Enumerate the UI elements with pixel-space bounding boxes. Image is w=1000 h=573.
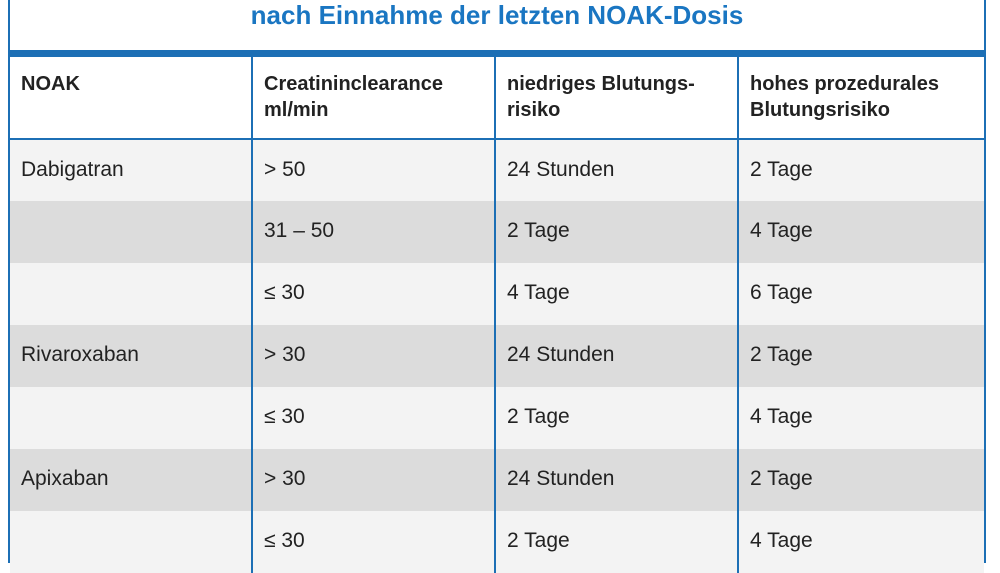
- table-row: Rivaroxaban > 30 24 Stunden 2 Tage: [10, 325, 984, 387]
- title-divider: [10, 50, 984, 57]
- noak-table: NOAK Creatininclearance ml/min niedriges…: [10, 57, 984, 573]
- table-row: Apixaban > 30 24 Stunden 2 Tage: [10, 449, 984, 511]
- cell-high-risk: 2 Tage: [738, 139, 984, 201]
- cell-low-risk: 24 Stunden: [495, 449, 739, 511]
- cell-low-risk: 4 Tage: [495, 263, 739, 325]
- header-high-bleeding-risk: hohes prozedurales Blutungsrisiko: [738, 57, 984, 140]
- table-row: ≤ 30 2 Tage 4 Tage: [10, 511, 984, 573]
- cell-clearance: ≤ 30: [252, 387, 496, 449]
- header-low-bleeding-risk: niedriges Blutungs-risiko: [495, 57, 739, 140]
- cell-clearance: ≤ 30: [252, 263, 496, 325]
- cell-high-risk: 4 Tage: [738, 387, 984, 449]
- cell-low-risk: 2 Tage: [495, 511, 739, 573]
- cell-noak: Dabigatran: [10, 139, 253, 201]
- cell-clearance: ≤ 30: [252, 511, 496, 573]
- cell-low-risk: 24 Stunden: [495, 325, 739, 387]
- cell-noak: [10, 263, 253, 325]
- cell-noak: [10, 201, 253, 263]
- cell-high-risk: 6 Tage: [738, 263, 984, 325]
- cell-high-risk: 2 Tage: [738, 449, 984, 511]
- cell-low-risk: 2 Tage: [495, 201, 739, 263]
- cell-high-risk: 2 Tage: [738, 325, 984, 387]
- cell-high-risk: 4 Tage: [738, 201, 984, 263]
- header-noak: NOAK: [10, 57, 253, 140]
- cell-clearance: > 30: [252, 449, 496, 511]
- table-row: Dabigatran > 50 24 Stunden 2 Tage: [10, 139, 984, 201]
- cell-noak: [10, 387, 253, 449]
- header-row: NOAK Creatininclearance ml/min niedriges…: [10, 57, 984, 140]
- cell-clearance: 31 – 50: [252, 201, 496, 263]
- cell-low-risk: 24 Stunden: [495, 139, 739, 201]
- table-frame: [8, 0, 986, 563]
- table-row: ≤ 30 2 Tage 4 Tage: [10, 387, 984, 449]
- table-row: ≤ 30 4 Tage 6 Tage: [10, 263, 984, 325]
- cell-noak: Apixaban: [10, 449, 253, 511]
- cell-low-risk: 2 Tage: [495, 387, 739, 449]
- table-title: nach Einnahme der letzten NOAK-Dosis: [250, 0, 744, 30]
- header-creatinine-clearance: Creatininclearance ml/min: [252, 57, 496, 140]
- cell-clearance: > 50: [252, 139, 496, 201]
- cell-clearance: > 30: [252, 325, 496, 387]
- cell-noak: [10, 511, 253, 573]
- table-row: 31 – 50 2 Tage 4 Tage: [10, 201, 984, 263]
- cell-noak: Rivaroxaban: [10, 325, 253, 387]
- cell-high-risk: 4 Tage: [738, 511, 984, 573]
